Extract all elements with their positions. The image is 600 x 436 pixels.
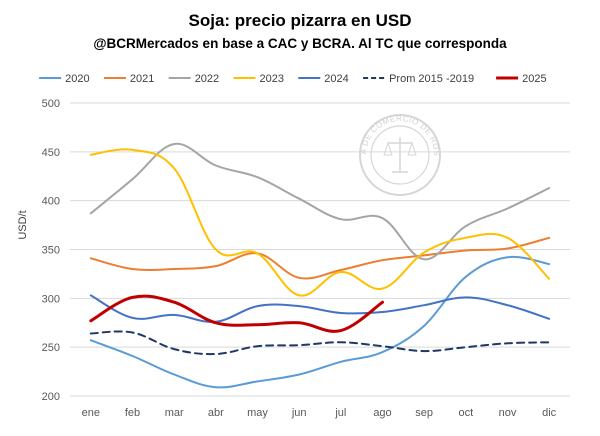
x-tick-label: dic (542, 407, 557, 419)
y-tick-label: 250 (42, 342, 60, 354)
chart-subtitle: @BCRMercados en base a CAC y BCRA. Al TC… (93, 36, 507, 51)
legend-item: 2022 (168, 73, 219, 85)
legend-item: 2025 (496, 73, 547, 85)
legend-label: 2022 (195, 73, 219, 85)
x-tick-label: abr (208, 407, 224, 419)
series-line-2022 (89, 142, 551, 261)
x-tick-label: oct (458, 407, 473, 419)
y-tick-label: 400 (42, 196, 60, 208)
y-tick-label: 500 (42, 98, 60, 110)
legend-label: 2024 (324, 73, 348, 85)
series-line-2020 (89, 255, 551, 389)
legend-label: 2023 (260, 73, 284, 85)
legend-item: Prom 2015 -2019 (363, 73, 474, 85)
x-tick-label: mar (165, 407, 184, 419)
series-line-2023 (89, 148, 551, 297)
y-axis-label: USD/t (17, 210, 29, 239)
y-axis-ticks: 200 250 300 350 400 450 500 (42, 98, 60, 403)
x-tick-label: ene (82, 407, 100, 419)
y-tick-label: 350 (42, 245, 60, 257)
legend-item: 2020 (39, 73, 90, 85)
x-tick-label: feb (125, 407, 140, 419)
chart-title: Soja: precio pizarra en USD (189, 11, 412, 30)
legend-label: 2025 (522, 73, 546, 85)
x-tick-label: ago (373, 407, 391, 419)
series-line-2025 (89, 294, 384, 333)
legend-label: 2021 (130, 73, 154, 85)
legend-item: 2023 (233, 73, 284, 85)
legend-label: 2020 (65, 73, 89, 85)
legend: 2020 2021 2022 2023 2024 Prom 2015 -2019 2025 (39, 73, 547, 85)
x-tick-label: jul (334, 407, 346, 419)
y-tick-label: 300 (42, 293, 60, 305)
y-tick-label: 200 (42, 391, 60, 403)
y-tick-label: 450 (42, 147, 60, 159)
legend-item: 2021 (103, 73, 154, 85)
x-axis-ticks: ene feb mar abr may jun jul ago sep oct nov dic (82, 407, 557, 419)
x-tick-label: may (247, 407, 268, 419)
series-line-prom-2015-2019 (89, 330, 551, 356)
series-line-2021 (89, 236, 551, 280)
legend-label: Prom 2015 -2019 (389, 73, 474, 85)
x-tick-label: nov (499, 407, 517, 419)
x-tick-label: jun (291, 407, 307, 419)
legend-item: 2024 (298, 73, 349, 85)
series-line-2024 (89, 294, 551, 323)
x-tick-label: sep (415, 407, 433, 419)
series-lines (89, 142, 551, 389)
